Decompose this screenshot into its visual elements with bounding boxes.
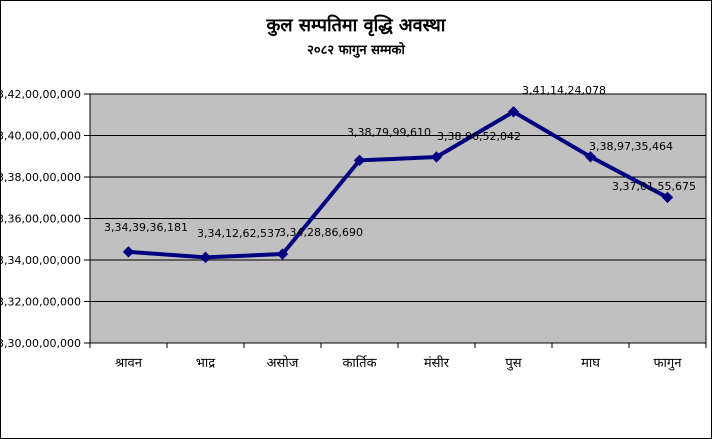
x-axis-label: श्रावन (115, 356, 143, 371)
x-axis-label: मंसीर (424, 355, 450, 371)
y-axis-label: 3,38,00,00,000 (1, 171, 81, 184)
data-point-marker (353, 154, 366, 167)
y-axis-label: 3,30,00,00,000 (1, 337, 81, 350)
data-point-label: 3,34,28,86,690 (279, 226, 363, 239)
y-axis-label: 3,40,00,00,000 (1, 130, 81, 143)
y-axis-label: 3,32,00,00,000 (1, 296, 81, 309)
data-point-label: 3,38,79,99,610 (347, 126, 431, 139)
x-axis-label: पुस (505, 356, 521, 371)
data-point-label: 3,41,14,24,078 (522, 84, 606, 97)
data-point-marker (661, 191, 674, 204)
data-point-label: 3,34,12,62,537 (197, 227, 281, 240)
data-point-label: 3,38,97,35,464 (589, 140, 673, 153)
y-axis-label: 3,34,00,00,000 (1, 254, 81, 267)
data-point-marker (122, 246, 135, 258)
data-point-label: 3,37,01,55,675 (612, 180, 696, 193)
data-point-marker (276, 248, 289, 260)
series-line (126, 109, 670, 260)
data-point-label: 3,34,39,36,181 (104, 221, 188, 234)
x-axis-label: फागुन (654, 356, 683, 371)
chart-title: कुल सम्पतिमा वृद्धि अवस्था (266, 15, 446, 36)
data-point-marker (584, 151, 597, 163)
x-axis-label: माघ (581, 356, 600, 371)
data-point-marker (199, 251, 212, 264)
data-point-marker (507, 106, 520, 118)
data-point-marker (430, 151, 443, 163)
y-axis-label: 3,42,00,00,000 (1, 88, 81, 101)
data-point-label: 3,38,96,52,042 (437, 130, 521, 143)
y-axis-label: 3,36,00,00,000 (1, 213, 81, 226)
x-axis-label: कार्तिक (342, 355, 377, 371)
chart-subtitle: २०८२ फागुन सम्मको (307, 43, 405, 58)
x-axis-label: भाद्र (196, 356, 217, 371)
x-axis-label: असोज (267, 355, 299, 371)
